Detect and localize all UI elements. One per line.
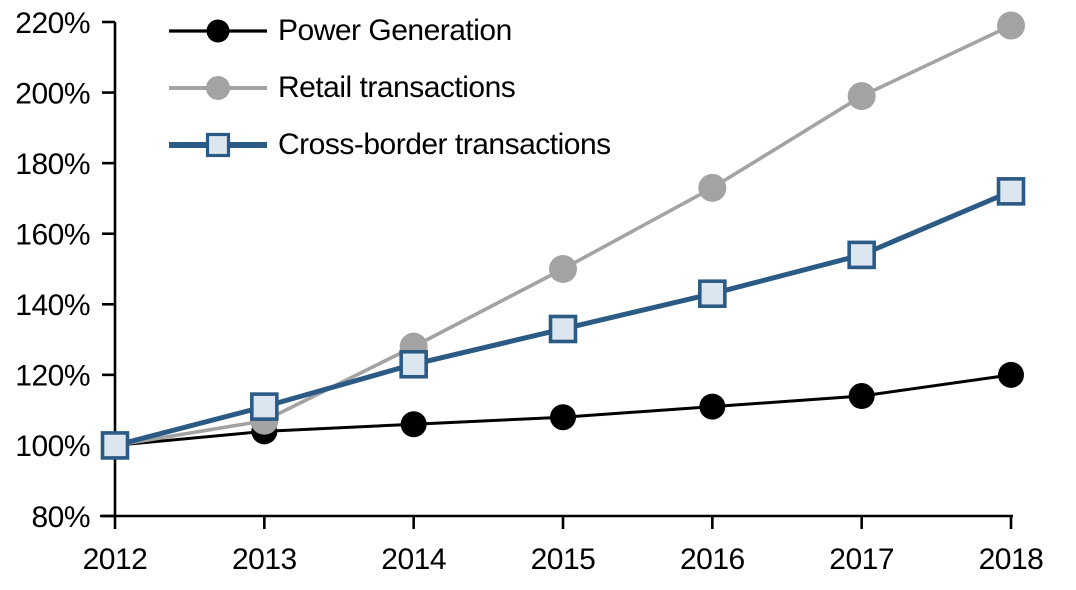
retail-transactions-marker [698,173,727,202]
x-tick-label: 2013 [232,543,297,576]
power-generation-marker [400,411,427,438]
legend-label-power-generation: Power Generation [278,13,512,47]
legend-swatch-cross-border-transactions-icon [169,132,267,157]
y-tick-label: 140% [15,289,90,322]
legend-label-cross-border-transactions: Cross-border transactions [278,127,611,161]
power-generation-marker [848,383,875,410]
power-generation-marker [998,361,1024,388]
x-tick-label: 2012 [83,543,148,576]
power-generation-marker [550,404,576,431]
cross-border-transactions-marker [698,279,727,309]
legend-swatch-power-generation-icon [169,19,267,42]
y-tick-label: 120% [15,360,90,393]
legend-item-cross-border-transactions: Cross-border transactions [168,116,611,173]
retail-transactions-marker [549,255,577,283]
cross-border-transactions-marker [250,392,279,421]
cross-border-transactions-marker [100,431,130,460]
y-tick-label: 160% [15,219,90,252]
legend-item-power-generation: Power Generation [168,2,611,59]
retail-transactions-marker [997,11,1025,40]
legend-swatch-retail-transactions-icon [169,75,267,100]
y-tick-label: 200% [15,77,90,110]
x-tick-label: 2015 [531,543,596,576]
x-tick-label: 2014 [381,543,446,576]
legend-item-retail-transactions: Retail transactions [168,59,611,116]
cross-border-transactions-marker [996,177,1026,206]
cross-border-transactions-marker [847,240,876,270]
retail-transactions-marker [847,82,876,111]
x-tick-label: 2016 [680,543,745,576]
y-tick-label: 100% [15,430,90,463]
cross-border-transactions-marker [399,349,428,379]
power-generation-marker [699,393,726,420]
y-tick-label: 80% [31,501,90,534]
legend-label-retail-transactions: Retail transactions [278,70,516,104]
y-tick-label: 180% [15,148,90,181]
cross-border-transactions-marker [548,314,578,344]
legend: Power Generation Retail transactions Cro… [168,2,611,173]
y-tick-label: 220% [15,7,90,40]
x-tick-label: 2017 [829,543,894,576]
x-tick-label: 2018 [979,543,1044,576]
